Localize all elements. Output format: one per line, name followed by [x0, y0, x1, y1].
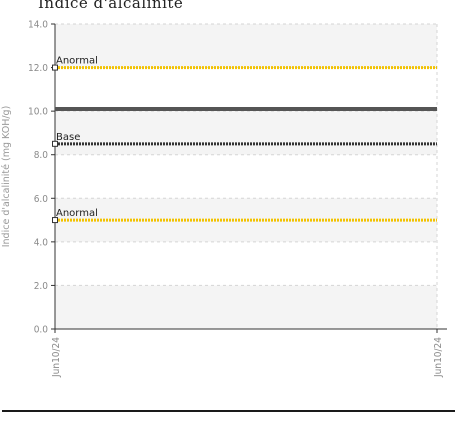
reference-marker	[52, 64, 58, 71]
y-tick-label: 0.0	[34, 325, 49, 336]
y-tick-label: 8.0	[34, 150, 49, 161]
y-tick-label: 2.0	[34, 281, 49, 292]
grid-lines	[55, 23, 438, 329]
y-axis-label: Indice d'alcalinité (mg KOH/g)	[1, 106, 12, 248]
plot-bands	[55, 24, 437, 329]
axes	[51, 23, 447, 333]
reference-label: Anormal	[56, 56, 98, 67]
reference-label: Base	[56, 132, 80, 143]
y-tick-label: 6.0	[34, 194, 49, 205]
x-tick-label: Jun10/24	[433, 337, 444, 378]
x-tick-label: Jun10/24	[51, 337, 62, 378]
y-tick-label: 12.0	[28, 63, 48, 74]
y-tick-label: 4.0	[34, 237, 49, 248]
y-tick-label: 10.0	[28, 107, 48, 118]
plot-band	[55, 111, 437, 155]
reference-marker	[52, 140, 58, 147]
plot-band	[55, 285, 437, 329]
tick-labels: 0.0 2.0 4.0 6.0 8.0 10.0 12.0 14.0 Jun10/24 Jun10…	[28, 20, 444, 378]
plot-band	[55, 24, 437, 68]
reference-label: Anormal	[56, 208, 98, 219]
reference-lines: Anormal Base Anormal	[52, 56, 437, 224]
reference-marker	[52, 217, 58, 224]
chart-title: Indice d'alcalinité	[38, 0, 184, 12]
y-tick-label: 14.0	[28, 20, 48, 31]
bottom-divider	[2, 410, 455, 412]
